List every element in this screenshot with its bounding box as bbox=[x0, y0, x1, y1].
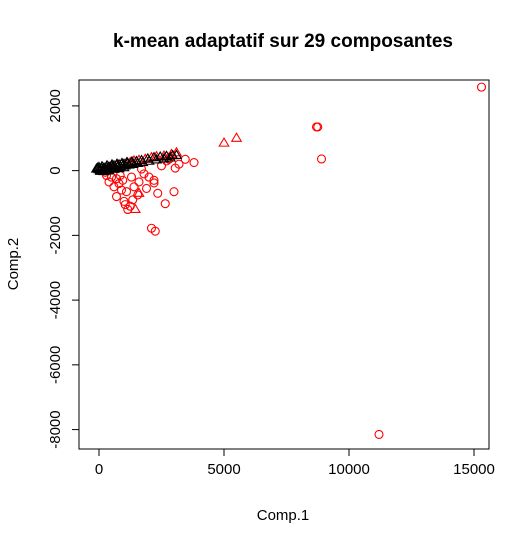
data-point-triangle bbox=[150, 153, 163, 164]
data-point-triangle bbox=[218, 137, 230, 147]
data-point-triangle bbox=[148, 151, 160, 162]
data-point-circle bbox=[121, 187, 132, 197]
data-point-triangle bbox=[92, 161, 104, 172]
data-point-circle bbox=[180, 154, 190, 164]
y-tick-label: -4000 bbox=[47, 281, 64, 319]
data-point-triangle bbox=[170, 149, 183, 159]
data-point-circle bbox=[149, 178, 159, 188]
data-point-circle bbox=[120, 200, 130, 210]
x-tick-label: 0 bbox=[95, 461, 103, 478]
y-axis-label: Comp.2 bbox=[5, 238, 22, 291]
y-tick-label: 0 bbox=[47, 166, 64, 174]
data-point-triangle bbox=[94, 164, 107, 174]
data-point-circle bbox=[144, 172, 154, 182]
data-point-circle bbox=[116, 185, 127, 195]
data-point-circle bbox=[126, 172, 137, 182]
chart-title: k-mean adaptatif sur 29 composantes bbox=[113, 31, 453, 52]
data-point-circle bbox=[476, 82, 487, 92]
data-point-triangle bbox=[129, 203, 141, 214]
data-point-circle bbox=[141, 183, 152, 193]
data-point-circle bbox=[313, 122, 323, 132]
data-point-circle bbox=[174, 159, 184, 169]
data-point-circle bbox=[189, 157, 199, 168]
x-tick-label: 15000 bbox=[453, 461, 495, 478]
data-point-circle bbox=[153, 188, 163, 198]
data-point-circle bbox=[149, 175, 159, 185]
x-axis: 0 5000 10000 15000 bbox=[95, 448, 495, 478]
y-tick-label: 2000 bbox=[47, 89, 64, 122]
data-point-circle bbox=[374, 429, 384, 439]
data-point-circle bbox=[134, 177, 144, 187]
data-point-triangle bbox=[133, 187, 145, 197]
data-point-triangle bbox=[126, 155, 138, 166]
data-point-circle bbox=[129, 182, 139, 192]
data-point-triangle bbox=[118, 161, 130, 172]
data-point-circle bbox=[169, 187, 179, 197]
data-point-triangle bbox=[143, 155, 155, 165]
x-axis-label: Comp.1 bbox=[257, 507, 310, 524]
data-point-circle bbox=[128, 195, 138, 205]
data-point-circle bbox=[139, 169, 149, 179]
data-points bbox=[90, 82, 487, 439]
plot-frame bbox=[78, 79, 490, 450]
y-tick-label: -8000 bbox=[47, 410, 64, 448]
y-tick-label: -6000 bbox=[47, 346, 64, 384]
x-tick-label: 10000 bbox=[328, 461, 370, 478]
data-point-circle bbox=[146, 223, 157, 233]
x-tick-label: 5000 bbox=[207, 461, 240, 478]
data-point-circle bbox=[316, 154, 327, 164]
data-point-circle bbox=[104, 177, 114, 187]
data-point-triangle bbox=[104, 161, 117, 172]
y-axis: -8000 -6000 -4000 -2000 0 2000 bbox=[47, 89, 80, 449]
data-point-circle bbox=[118, 175, 128, 185]
data-point-triangle bbox=[158, 152, 170, 163]
data-point-triangle bbox=[230, 132, 243, 142]
data-point-triangle bbox=[137, 156, 149, 167]
data-point-circle bbox=[111, 191, 122, 202]
data-point-circle bbox=[109, 182, 119, 192]
y-tick-label: -2000 bbox=[47, 216, 64, 254]
data-point-circle bbox=[160, 199, 170, 209]
data-point-triangle bbox=[170, 146, 183, 157]
